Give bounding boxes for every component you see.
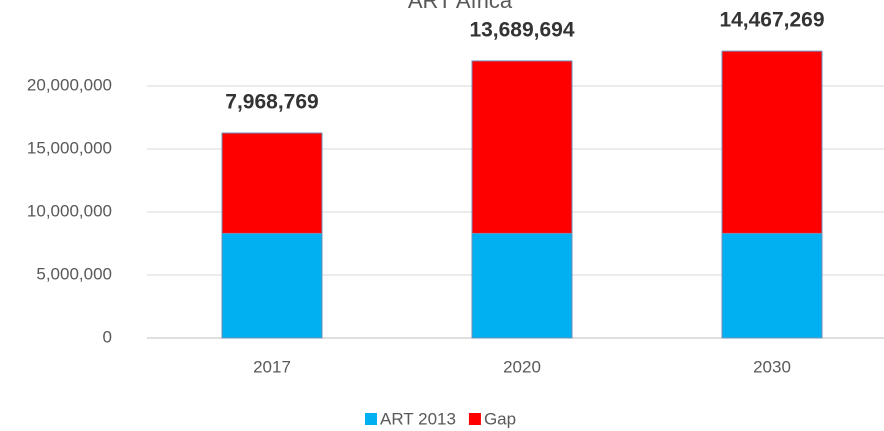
- y-tick-label: 5,000,000: [36, 264, 112, 283]
- bar-segment: [721, 50, 823, 234]
- legend-swatch: [468, 413, 481, 425]
- bar-segment: [721, 232, 823, 339]
- legend-swatch: [365, 413, 377, 425]
- y-tick-label: 20,000,000: [27, 75, 112, 94]
- bar-segment: [471, 60, 573, 234]
- x-tick-label: 2017: [253, 357, 291, 376]
- value-label: 14,467,269: [719, 9, 824, 32]
- y-tick-label: 15,000,000: [27, 138, 112, 157]
- x-tick-label: 2020: [503, 357, 541, 376]
- value-label: 7,968,769: [225, 91, 318, 114]
- chart-title: ART Africa: [408, 0, 513, 13]
- bar-segment: [221, 132, 323, 234]
- bar-segment: [221, 232, 323, 339]
- legend-label: ART 2013: [380, 409, 456, 428]
- bar-segment: [471, 232, 573, 339]
- value-label: 13,689,694: [469, 18, 574, 41]
- y-tick-label: 0: [103, 327, 112, 346]
- legend-label: Gap: [484, 409, 516, 428]
- y-tick-label: 10,000,000: [27, 201, 112, 220]
- x-tick-label: 2030: [753, 357, 791, 376]
